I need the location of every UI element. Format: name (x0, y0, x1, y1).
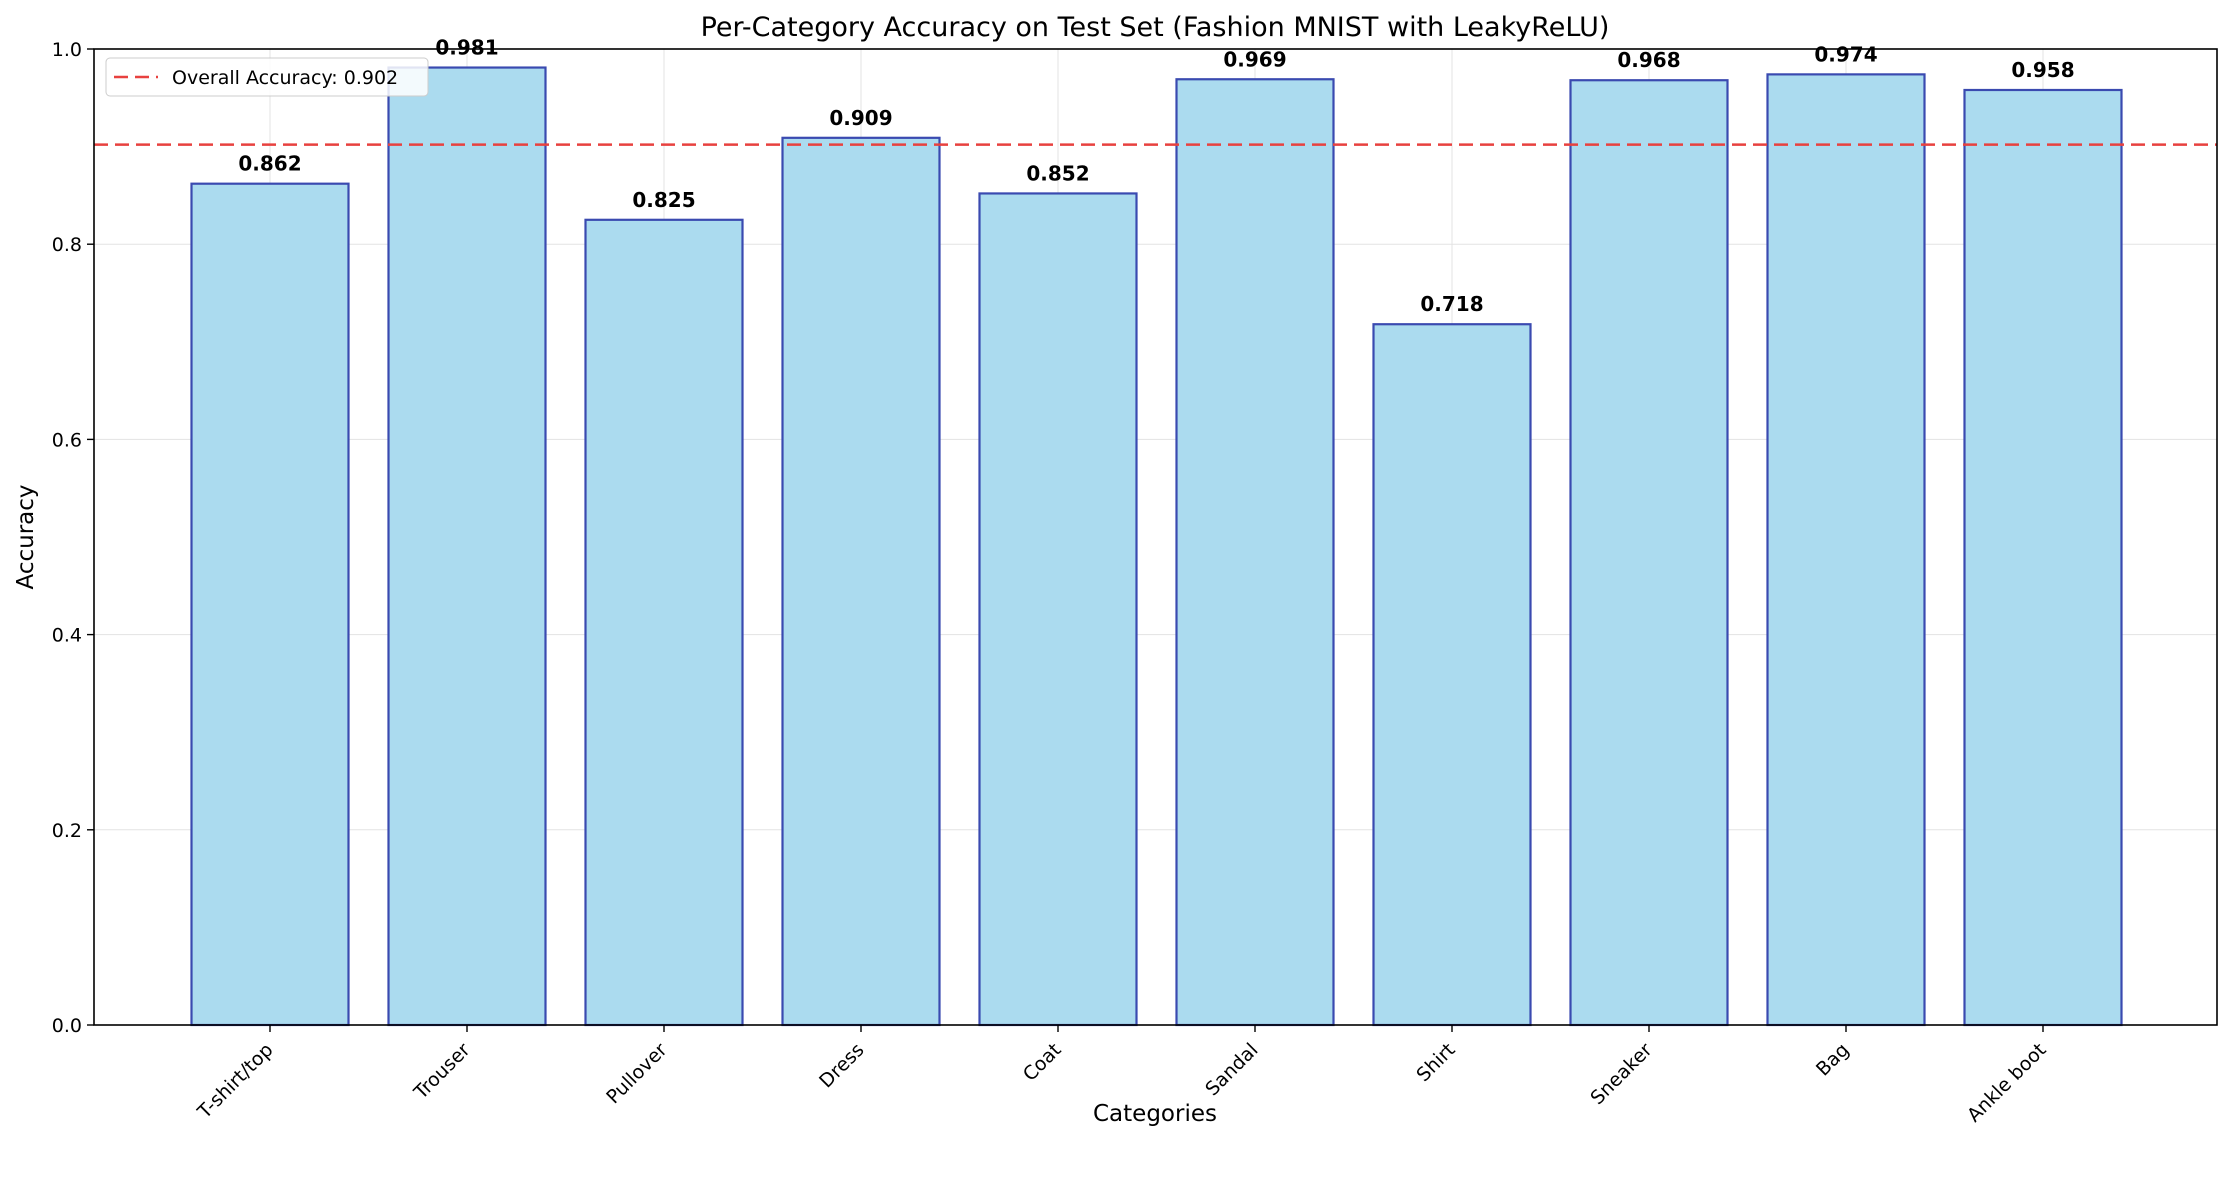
y-tick-label: 1.0 (52, 39, 82, 61)
bars-group (190, 66, 2123, 1027)
bar (1569, 79, 1729, 1027)
value-labels-group: 0.862 0.981 0.825 0.909 0.852 0.969 0.718 0.968… (238, 36, 2074, 317)
chart-title: Per-Category Accuracy on Test Set (Fashi… (701, 12, 1610, 43)
bar-value-label: 0.981 (435, 36, 498, 60)
bar-value-label: 0.825 (632, 188, 695, 212)
bar (1372, 323, 1532, 1027)
bar (978, 192, 1138, 1027)
y-axis-ticks: 0.0 0.2 0.4 0.6 0.8 1.0 (52, 39, 94, 1037)
bar (584, 218, 744, 1027)
bar-value-label: 0.852 (1026, 161, 1089, 185)
y-tick-label: 0.6 (52, 429, 82, 451)
y-tick-label: 0.4 (52, 625, 82, 647)
legend-box (105, 57, 429, 97)
bar-value-label: 0.862 (238, 152, 301, 176)
y-tick-label: 0.8 (52, 234, 82, 256)
bar-value-label: 0.718 (1420, 292, 1483, 316)
bar (781, 136, 941, 1027)
y-axis-label: Accuracy (13, 484, 39, 589)
bar-value-label: 0.958 (2011, 58, 2074, 82)
y-tick-label: 0.0 (52, 1015, 82, 1037)
bar (190, 182, 350, 1027)
bar (1963, 88, 2123, 1027)
bar (1175, 78, 1335, 1027)
y-tick-label: 0.2 (52, 820, 82, 842)
bar (1766, 73, 1926, 1027)
bar-value-label: 0.909 (829, 106, 892, 130)
plot-frame (93, 48, 2218, 1026)
x-axis-label: Categories (1093, 1101, 1217, 1127)
bar-value-label: 0.974 (1814, 42, 1877, 66)
legend-label: Overall Accuracy: 0.902 (172, 67, 398, 89)
bar-value-label: 0.969 (1223, 47, 1286, 71)
legend: Overall Accuracy: 0.902 (105, 57, 429, 97)
bar-value-label: 0.968 (1617, 48, 1680, 72)
bar (387, 66, 547, 1027)
